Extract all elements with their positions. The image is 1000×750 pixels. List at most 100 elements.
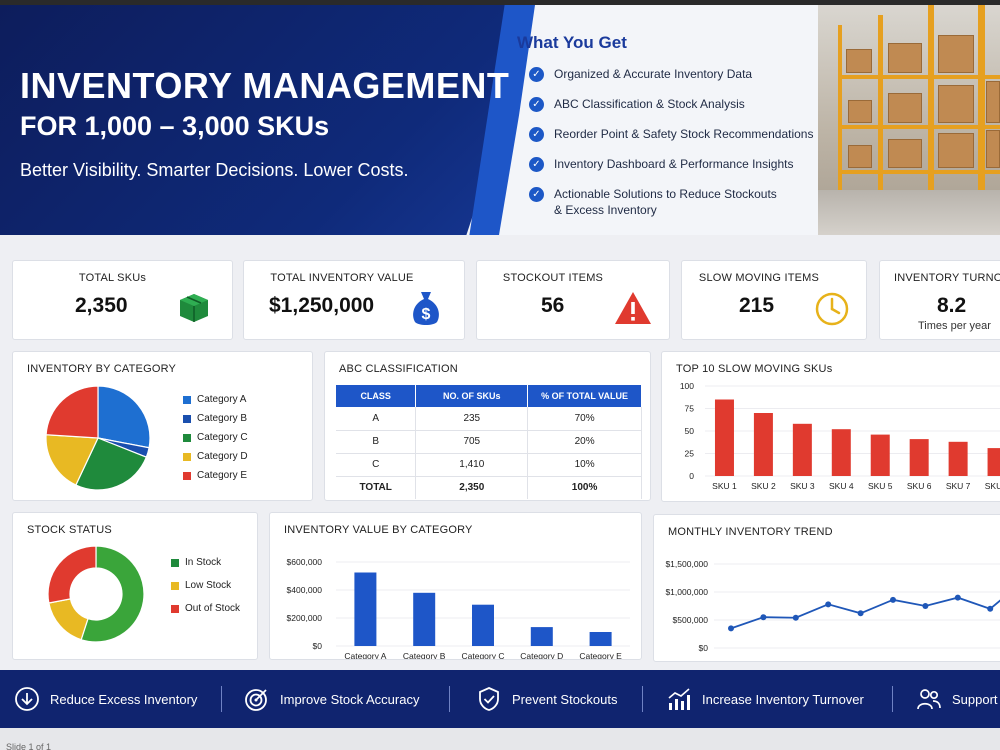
x-tick-label: Sep <box>983 659 998 661</box>
x-tick-label: May <box>853 659 870 661</box>
bar-sku-7 <box>948 441 968 476</box>
table-cell: 705 <box>415 430 529 454</box>
trend-point-jun <box>890 596 896 603</box>
x-tick-label: SKU 2 <box>751 481 776 491</box>
slide-number: Slide 1 of 1 <box>6 742 52 750</box>
y-tick-label: $0 <box>313 641 323 651</box>
bar-sku-3 <box>792 423 812 476</box>
check-icon: ✓ <box>529 127 544 142</box>
what-you-get-list: ✓ Organized & Accurate Inventory Data ✓ AB… <box>529 66 819 232</box>
kpi-value: 8.2 <box>937 294 967 317</box>
x-tick-label: Category B <box>403 651 446 659</box>
money-bag-icon: $ <box>413 292 439 325</box>
target-icon <box>245 689 267 711</box>
monthly-trend-panel: MONTHLY INVENTORY TREND $0 $500,000 $1,000… <box>653 514 1000 662</box>
trend-point-may <box>857 610 864 617</box>
svg-text:$: $ <box>422 306 431 323</box>
x-tick-label: Jan <box>724 659 738 661</box>
hero-tagline: Better Visibility. Smarter Decisions. Lo… <box>20 160 409 180</box>
bar-category-a <box>354 572 377 646</box>
y-tick-label: $1,000,000 <box>665 587 708 597</box>
trend-point-mar <box>792 614 799 621</box>
pie-slice-category-a <box>97 385 151 449</box>
warning-icon <box>615 292 651 324</box>
table-cell: B <box>336 430 417 454</box>
trend-point-aug <box>954 594 961 601</box>
y-tick-label: 0 <box>689 471 694 481</box>
x-tick-label: SKU 4 <box>829 481 854 491</box>
y-tick-label: $500,000 <box>673 615 709 625</box>
table-cell: A <box>336 407 417 431</box>
y-tick-label: 25 <box>685 449 695 459</box>
pie-slice-category-c <box>75 437 148 491</box>
what-you-get-title: What You Get <box>517 33 627 52</box>
legend-item: Category E <box>183 470 248 481</box>
y-tick-label: $600,000 <box>287 557 323 567</box>
hero-banner: INVENTORY MANAGEMENT FOR 1,000 – 3,000 S… <box>0 5 1000 235</box>
panel-title: STOCK STATUS <box>27 524 112 536</box>
table-header-row: CLASS NO. OF SKUs % OF TOTAL VALUE <box>336 385 642 407</box>
feature-reduce-excess-inventory: Reduce Excess Inventory <box>14 670 197 728</box>
table-cell: TOTAL <box>336 476 417 499</box>
table-header: CLASS <box>336 385 417 407</box>
panel-title: ABC CLASSIFICATION <box>339 363 458 375</box>
kpi-total-skus: TOTAL SKUs 2,350 <box>12 260 233 340</box>
category-pie-chart <box>45 385 151 491</box>
table-header: NO. OF SKUs <box>415 385 529 407</box>
table-cell: 235 <box>415 407 529 431</box>
table-cell: 70% <box>527 407 642 431</box>
trend-point-sep <box>987 605 994 612</box>
panel-title: INVENTORY VALUE BY CATEGORY <box>284 524 473 536</box>
stock-status-donut-chart <box>47 545 145 643</box>
box-icon <box>180 294 208 322</box>
table-cell: 2,350 <box>415 476 529 499</box>
divider <box>642 686 643 712</box>
shield-check-icon <box>479 687 499 711</box>
legend-item: Category D <box>183 451 248 462</box>
users-icon <box>917 689 941 710</box>
x-tick-label: Apr <box>822 659 835 661</box>
what-you-get-item: ✓ Actionable Solutions to Reduce Stockout… <box>529 186 819 218</box>
growth-chart-icon <box>668 688 690 710</box>
kpi-value: 215 <box>739 294 775 317</box>
x-tick-label: Category D <box>520 651 563 659</box>
kpi-label: TOTAL INVENTORY VALUE <box>270 272 414 284</box>
clock-icon <box>815 292 849 326</box>
warehouse-image <box>818 5 1000 235</box>
trend-point-jan <box>728 625 734 632</box>
table-cell: 1,410 <box>415 453 529 477</box>
kpi-slow-moving-items: SLOW MOVING ITEMS 215 <box>681 260 867 340</box>
kpi-inventory-turnover: INVENTORY TURNOVE 8.2 Times per year <box>879 260 1000 340</box>
trend-point-feb <box>760 614 767 621</box>
y-tick-label: $1,500,000 <box>665 559 708 569</box>
divider <box>449 686 450 712</box>
feature-support: Support <box>916 670 998 728</box>
top10-slow-moving-panel: TOP 10 SLOW MOVING SKUs 0 25 50 75 100 SKU 1 S… <box>661 351 1000 502</box>
legend-item: Category C <box>183 432 248 443</box>
y-tick-label: 75 <box>685 404 695 414</box>
stock-status-panel: STOCK STATUS In Stock Low Stock Out of S… <box>12 512 258 660</box>
pie-slice-in-stock <box>80 545 145 643</box>
trend-point-apr <box>825 601 832 608</box>
hero-title: INVENTORY MANAGEMENT <box>20 65 510 106</box>
y-tick-label: $400,000 <box>287 585 323 595</box>
table-cell: 20% <box>527 430 642 454</box>
divider <box>892 686 893 712</box>
table-row: C 1,410 10% <box>336 453 642 477</box>
what-you-get-item: ✓ Inventory Dashboard & Performance Insig… <box>529 156 819 172</box>
kpi-value: 2,350 <box>75 294 128 317</box>
kpi-value: $1,250,000 <box>269 294 375 317</box>
x-tick-label: Jul <box>920 659 931 661</box>
category-legend: Category A Category B Category C Categor… <box>183 394 248 489</box>
y-tick-label: $0 <box>699 643 709 653</box>
table-row: A 235 70% <box>336 407 642 431</box>
x-tick-label: Category E <box>579 651 622 659</box>
y-tick-label: 100 <box>680 381 694 391</box>
dashboard: TOTAL SKUs 2,350 TOTAL INVENTORY VALUE $… <box>0 235 1000 670</box>
panel-title: MONTHLY INVENTORY TREND <box>668 526 833 538</box>
panel-title: INVENTORY BY CATEGORY <box>27 363 177 375</box>
x-tick-label: SKU 5 <box>868 481 893 491</box>
feature-prevent-stockouts: Prevent Stockouts <box>476 670 618 728</box>
table-cell: 100% <box>527 476 642 499</box>
inventory-by-category-panel: INVENTORY BY CATEGORY Category A Categor… <box>12 351 313 501</box>
